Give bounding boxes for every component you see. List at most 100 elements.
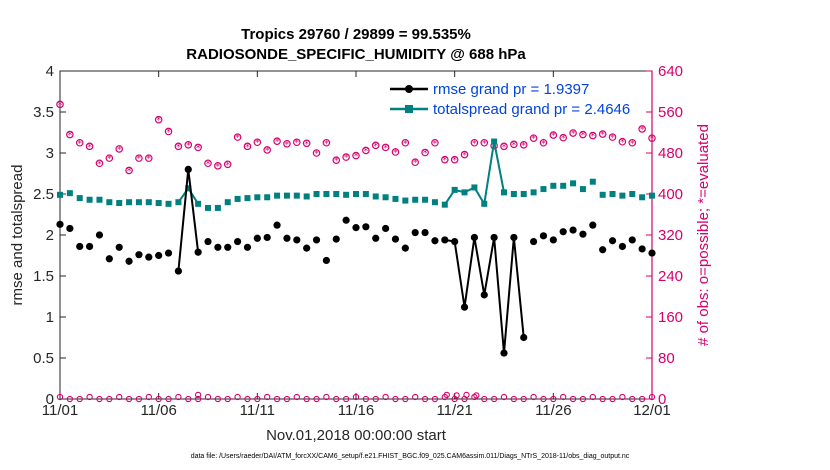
x-axis-label: Nov.01,2018 00:00:00 start — [266, 427, 447, 444]
y-axis-left-label: rmse and totalspread — [9, 165, 26, 306]
obs-evaluated-marker: * — [620, 138, 625, 148]
obs-evaluated-marker: * — [117, 145, 122, 155]
spread-point — [76, 195, 83, 202]
legend-spread-label: totalspread grand pr = 2.4646 — [433, 101, 630, 118]
rmse-point — [253, 234, 261, 242]
rmse-point — [539, 232, 548, 240]
rmse-point — [451, 237, 459, 246]
rmse-point — [234, 237, 242, 246]
x-tick-label: 11/16 — [338, 402, 374, 419]
spread-point — [422, 196, 429, 203]
obs-low-marker — [443, 391, 450, 399]
obs-possible-marker — [302, 139, 311, 148]
y-right-tick-label: 560 — [658, 104, 683, 121]
obs-possible-marker — [204, 159, 212, 168]
obs-evaluated-marker: * — [304, 140, 309, 150]
obs-possible-marker — [371, 141, 380, 150]
obs-evaluated-marker: * — [245, 143, 250, 153]
spread-point — [244, 195, 251, 202]
rmse-point — [500, 349, 508, 357]
obs-low-marker — [412, 393, 419, 401]
rmse-point — [115, 243, 123, 251]
rmse-point — [510, 233, 518, 242]
y-right-tick-label: 400 — [658, 186, 683, 203]
obs-low-marker — [194, 395, 202, 403]
obs-evaluated-marker: * — [225, 161, 230, 171]
x-tick-label: 11/01 — [42, 402, 78, 419]
obs-possible-marker — [283, 139, 291, 148]
rmse-point — [243, 243, 252, 251]
y-axis-left: 0 0.5 1 1.5 2 2.5 3 3.5 4 — [33, 63, 66, 408]
obs-evaluated-marker: * — [68, 131, 73, 141]
obs-possible-marker — [539, 138, 548, 147]
obs-low-marker — [303, 395, 310, 403]
obs-evaluated-marker: * — [561, 134, 566, 144]
obs-possible-marker — [529, 134, 538, 142]
obs-possible-marker — [105, 154, 114, 162]
obs-possible-marker — [480, 138, 489, 147]
obs-evaluated-marker: * — [255, 139, 260, 149]
obs-evaluated-marker: * — [127, 167, 132, 177]
obs-evaluated-marker: * — [58, 101, 63, 111]
obs-low-marker — [392, 395, 399, 403]
spread-point — [323, 191, 330, 197]
spread-point — [629, 191, 636, 197]
rmse-point — [164, 249, 173, 257]
obs-possible-marker — [431, 138, 439, 147]
obs-evaluated-marker: * — [512, 141, 517, 151]
obs-evaluated-marker: * — [571, 130, 576, 140]
spread-point — [353, 191, 359, 197]
obs-low-marker — [194, 391, 202, 399]
rmse-point — [66, 224, 74, 233]
obs-low-marker — [619, 393, 626, 401]
spread-point — [66, 190, 73, 197]
rmse-point — [579, 230, 587, 238]
rmse-point — [293, 236, 301, 244]
rmse-point — [589, 221, 597, 229]
rmse-point — [569, 226, 577, 234]
spread-point — [313, 191, 320, 197]
rmse-point — [382, 224, 390, 233]
rmse-point — [135, 251, 143, 259]
obs-possible-marker — [184, 141, 193, 149]
spread-point — [234, 195, 241, 202]
spread-point — [649, 192, 655, 199]
spread-point — [412, 196, 419, 203]
y-right-tick-label: 160 — [658, 309, 683, 326]
rmse-point — [184, 165, 192, 173]
spread-point — [86, 196, 93, 203]
obs-possible-marker — [243, 142, 252, 151]
obs-low-marker — [204, 393, 212, 401]
y-left-tick-label: 2.5 — [33, 186, 54, 203]
obs-low-marker — [500, 393, 508, 401]
obs-low-marker — [402, 395, 409, 403]
obs-possible-marker — [460, 150, 469, 159]
rmse-point — [470, 233, 478, 242]
obs-evaluated-marker: * — [206, 160, 211, 170]
spread-point — [510, 191, 517, 197]
obs-low-marker — [648, 393, 656, 401]
obs-low-marker — [76, 395, 83, 403]
obs-evaluated-marker: * — [393, 148, 398, 158]
obs-evaluated-marker: * — [443, 156, 448, 166]
obs-low-marker — [629, 395, 636, 403]
obs-low-marker — [473, 392, 480, 399]
obs-low-marker — [579, 395, 587, 403]
obs-possible-marker — [75, 138, 84, 147]
obs-low-marker — [530, 393, 537, 401]
spread-point — [224, 199, 231, 206]
rmse-point — [372, 234, 380, 242]
y-left-tick-label: 0.5 — [33, 350, 54, 367]
obs-low-marker — [234, 393, 241, 401]
spread-point — [609, 191, 616, 197]
y-right-tick-label: 320 — [658, 227, 683, 244]
rmse-point — [224, 243, 232, 251]
obs-evaluated-marker: * — [521, 141, 526, 151]
spread-point — [195, 200, 202, 207]
obs-low-marker — [96, 395, 103, 403]
obs-low-marker — [372, 395, 379, 403]
obs-possible-marker — [381, 143, 390, 152]
spread-point — [461, 189, 468, 196]
obs-low-marker — [431, 395, 439, 403]
rmse-point — [638, 245, 646, 253]
